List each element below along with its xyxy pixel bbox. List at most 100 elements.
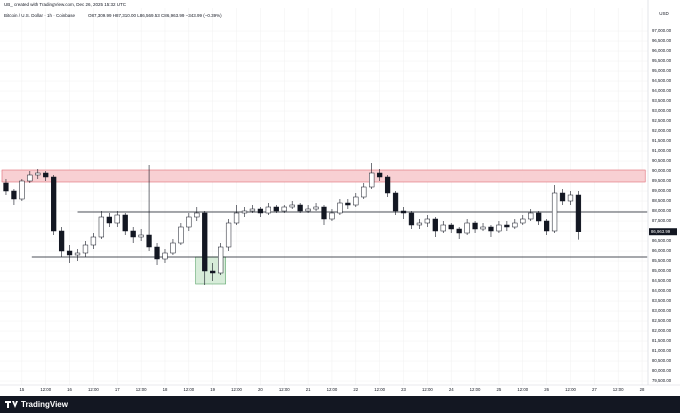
candle: [512, 219, 518, 229]
candle: [416, 219, 423, 229]
x-tick-label: 18: [163, 387, 168, 392]
candle-body: [512, 222, 518, 228]
candle: [567, 191, 574, 205]
x-tick-label: 12:00: [327, 387, 338, 392]
candle-body: [536, 212, 542, 222]
y-tick-label: 91,000.00: [652, 148, 672, 153]
candle-body: [233, 212, 240, 224]
candle: [27, 171, 33, 183]
candle: [210, 263, 216, 281]
candle-body: [567, 194, 574, 202]
candle: [281, 205, 287, 213]
candle-body: [496, 224, 502, 232]
candle-body: [297, 204, 303, 212]
candle: [488, 225, 494, 237]
x-tick-label: 24: [449, 387, 454, 392]
y-tick-label: 81,500.00: [652, 338, 672, 343]
candle: [35, 169, 41, 179]
candle-body: [178, 226, 184, 244]
candle-body: [289, 204, 295, 208]
candle-body: [51, 176, 57, 232]
footer-bar: [0, 396, 680, 413]
candle-body: [377, 172, 383, 178]
candle-body: [416, 222, 423, 226]
candle-body: [35, 172, 41, 176]
x-tick-label: 12:00: [40, 387, 51, 392]
candle-body: [313, 206, 319, 210]
candle: [321, 205, 327, 225]
candle: [194, 207, 200, 221]
candle-body: [504, 224, 510, 228]
candle-body: [400, 210, 407, 214]
y-tick-label: 80,500.00: [652, 358, 672, 363]
candle-body: [520, 218, 526, 224]
candle: [82, 241, 89, 257]
x-tick-label: 23: [401, 387, 406, 392]
candle-body: [98, 216, 105, 238]
candle: [11, 189, 17, 205]
candle: [456, 227, 462, 239]
candle: [154, 243, 160, 265]
y-tick-label: 84,500.00: [652, 278, 672, 283]
y-tick-label: 89,000.00: [652, 188, 672, 193]
y-tick-label: 85,000.00: [652, 268, 672, 273]
candle-body: [353, 196, 359, 206]
candle-body: [392, 192, 399, 212]
candle-body: [202, 212, 208, 272]
y-tick-label: 82,000.00: [652, 328, 672, 333]
candle: [43, 171, 49, 181]
candle: [122, 213, 128, 235]
candle: [432, 217, 438, 237]
candle: [551, 185, 558, 233]
candle: [440, 221, 446, 233]
candle: [257, 207, 264, 217]
candle-body: [19, 180, 25, 200]
candle: [146, 165, 152, 251]
candle: [345, 199, 351, 209]
x-tick-label: 12:00: [613, 387, 624, 392]
candle: [90, 233, 97, 249]
candle-body: [74, 252, 81, 256]
candle-body: [82, 244, 89, 254]
candle: [448, 223, 454, 233]
y-tick-label: 80,000.00: [652, 368, 672, 373]
candle: [536, 211, 542, 225]
y-tick-label: 83,500.00: [652, 298, 672, 303]
candle: [225, 219, 232, 251]
candle-body: [273, 206, 279, 212]
candle: [58, 227, 65, 257]
candle-body: [154, 246, 160, 260]
candle-body: [440, 224, 446, 232]
candle: [392, 191, 399, 215]
candle-body: [218, 246, 224, 274]
candle-body: [146, 234, 152, 248]
candle-body: [384, 176, 391, 194]
y-tick-label: 90,500.00: [652, 158, 672, 163]
candle: [384, 175, 391, 197]
candle-body: [170, 242, 176, 254]
candle: [408, 211, 415, 229]
x-tick-label: 12:00: [183, 387, 194, 392]
symbol: Bitcoin / U.S. Dollar · 1h · Coinbase: [4, 13, 76, 18]
candle: [241, 207, 248, 217]
x-tick-label: 12:00: [422, 387, 433, 392]
candle: [353, 193, 359, 207]
y-tick-label: 94,500.00: [652, 78, 672, 83]
y-tick-label: 94,000.00: [652, 88, 672, 93]
candle-body: [114, 214, 120, 224]
candle: [233, 205, 240, 225]
y-tick-label: 86,500.00: [652, 238, 672, 243]
candle-body: [130, 230, 136, 238]
candle-body: [424, 218, 430, 224]
x-tick-label: 25: [497, 387, 502, 392]
candle: [305, 205, 311, 213]
y-tick-label: 87,500.00: [652, 218, 672, 223]
candle-body: [162, 252, 168, 260]
candle: [138, 229, 144, 241]
x-tick-label: 15: [19, 387, 24, 392]
candle: [289, 201, 295, 209]
candle-body: [106, 216, 112, 224]
candle-body: [337, 202, 343, 214]
ohlc: O87,309.99 H87,310.00 L86,569.53 C86,963…: [88, 13, 222, 18]
x-tick-label: 17: [115, 387, 120, 392]
